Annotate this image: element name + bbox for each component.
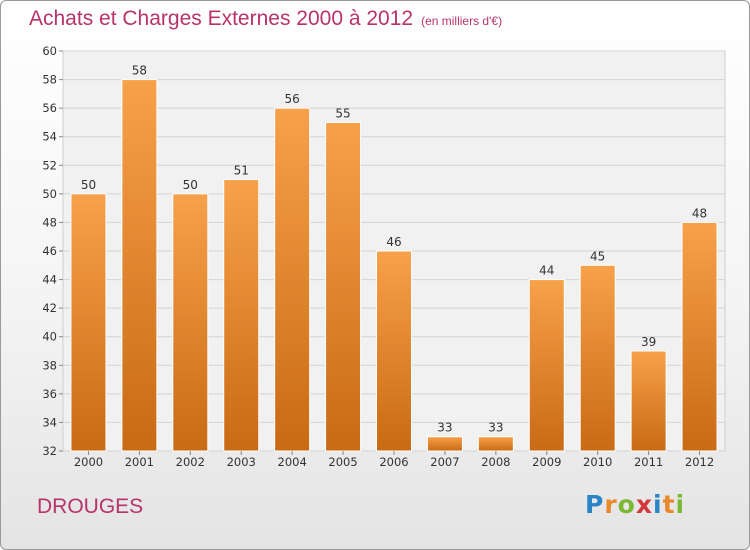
proxiti-logo: Proxiti	[585, 490, 685, 519]
chart-subtitle: (en milliers d'€)	[421, 14, 503, 28]
y-tick-label: 38	[42, 358, 57, 372]
logo-letter: P	[585, 490, 605, 519]
x-tick-label: 2002	[176, 455, 205, 469]
chart-title-text: Achats et Charges Externes 2000 à 2012	[29, 7, 414, 30]
bar-2001	[121, 79, 158, 452]
bar-2011	[630, 350, 667, 452]
bar-value-label: 50	[183, 178, 198, 192]
x-tick-label: 2005	[328, 455, 357, 469]
x-tick-label: 2012	[685, 455, 714, 469]
y-tick-label: 34	[42, 415, 57, 429]
y-tick-label: 40	[42, 330, 57, 344]
logo-letter: i	[675, 490, 686, 519]
x-tick-label: 2011	[634, 455, 663, 469]
x-tick-label: 2003	[227, 455, 256, 469]
bar-2002	[172, 193, 209, 452]
y-tick-label: 52	[42, 158, 57, 172]
y-tick-label: 58	[42, 73, 57, 87]
bar-value-label: 46	[386, 235, 401, 249]
logo-letter: r	[604, 490, 618, 519]
bar-2007	[426, 436, 463, 452]
x-tick-label: 2009	[532, 455, 561, 469]
bar-2000	[70, 193, 107, 452]
chart-title: Achats et Charges Externes 2000 à 2012 (e…	[29, 7, 502, 31]
x-tick-label: 2007	[430, 455, 459, 469]
y-tick-label: 46	[42, 244, 57, 258]
bar-value-label: 33	[488, 421, 503, 435]
x-tick-label: 2001	[125, 455, 154, 469]
y-tick-label: 50	[42, 187, 57, 201]
bar-2006	[376, 250, 412, 452]
x-tick-label: 2004	[278, 455, 307, 469]
place-name: DROUGES	[37, 495, 144, 518]
y-tick-label: 48	[42, 215, 57, 229]
y-tick-label: 56	[42, 101, 57, 115]
bar-value-label: 45	[590, 249, 605, 263]
x-tick-label: 2008	[481, 455, 510, 469]
bar-value-label: 33	[437, 421, 452, 435]
bar-2008	[477, 436, 514, 452]
bar-value-label: 51	[234, 164, 249, 178]
bar-value-label: 50	[81, 178, 96, 192]
y-tick-label: 44	[42, 273, 57, 287]
y-tick-label: 36	[42, 387, 57, 401]
bar-2009	[528, 279, 565, 452]
bar-2010	[579, 264, 616, 452]
bar-2004	[274, 107, 311, 452]
logo-letter: x	[635, 490, 653, 519]
bar-2012	[681, 221, 718, 452]
y-tick-label: 42	[42, 301, 57, 315]
bar-2003	[223, 179, 260, 452]
y-tick-label: 54	[42, 130, 57, 144]
logo-letter: i	[653, 490, 663, 519]
y-tick-label: 60	[42, 44, 57, 58]
bar-value-label: 39	[641, 335, 656, 349]
bar-2005	[325, 121, 362, 452]
bar-value-label: 56	[285, 92, 300, 106]
bar-value-label: 44	[539, 264, 554, 278]
x-tick-label: 2010	[583, 455, 612, 469]
bar-value-label: 55	[335, 106, 350, 120]
y-tick-label: 32	[42, 444, 57, 458]
bar-value-label: 48	[692, 206, 707, 220]
x-tick-label: 2000	[74, 455, 103, 469]
bar-value-label: 58	[132, 64, 147, 78]
logo-letter: t	[662, 490, 676, 519]
x-tick-label: 2006	[379, 455, 408, 469]
logo-letter: o	[617, 490, 636, 519]
